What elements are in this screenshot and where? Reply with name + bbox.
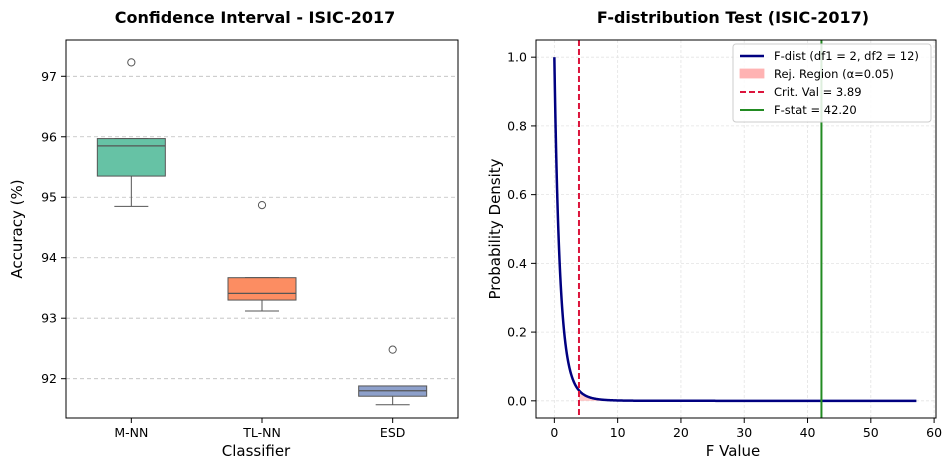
legend-label-critical: Crit. Val = 3.89 — [774, 85, 862, 99]
y-tick-label: 0.4 — [507, 256, 527, 271]
outlier-point — [127, 58, 136, 67]
x-tick-label: 0 — [550, 425, 558, 440]
f-chart-x-ticks: 0 10 20 30 40 50 60 — [550, 418, 942, 440]
box-m-nn — [96, 58, 166, 207]
x-tick-label: 60 — [926, 425, 942, 440]
box-chart-boxes — [96, 58, 428, 406]
y-tick-label: 93 — [41, 311, 57, 326]
f-chart-y-ticks: 0.0 0.2 0.4 0.6 0.8 1.0 — [507, 50, 536, 408]
legend-swatch-region — [739, 68, 765, 79]
rejection-region — [578, 390, 917, 401]
box-chart-frame — [65, 39, 459, 419]
y-tick-label: 92 — [41, 371, 57, 386]
legend-label-region: Rej. Region (α=0.05) — [774, 67, 894, 81]
x-tick-label: 20 — [673, 425, 689, 440]
box-chart-grid — [66, 75, 458, 380]
x-tick-label: 30 — [736, 425, 752, 440]
f-chart: F-distribution Test (ISIC-2017) 0.00.20.… — [486, 8, 942, 460]
x-tick-label: 10 — [610, 425, 626, 440]
y-tick-label: 0.0 — [507, 393, 527, 408]
y-tick-label: 0.2 — [507, 325, 527, 340]
f-chart-x-label: F Value — [706, 442, 761, 460]
f-chart-title: F-distribution Test (ISIC-2017) — [597, 8, 869, 27]
box-body — [227, 277, 297, 301]
x-tick-label: TL-NN — [242, 425, 281, 440]
y-tick-label: 0.6 — [507, 187, 527, 202]
f-density-curve — [553, 57, 917, 403]
x-tick-label: M-NN — [114, 425, 148, 440]
y-tick-label: 96 — [41, 129, 57, 144]
x-tick-label: ESD — [380, 425, 405, 440]
box-chart-title: Confidence Interval - ISIC-2017 — [115, 8, 396, 27]
box-chart-y-label: Accuracy (%) — [8, 179, 26, 278]
legend-box — [732, 43, 932, 123]
box-tl-nn — [227, 201, 297, 312]
box-chart-x-ticks: M-NN TL-NN ESD — [114, 418, 405, 440]
y-tick-label: 95 — [41, 190, 57, 205]
f-chart-frame — [535, 39, 937, 419]
box-body — [96, 138, 166, 177]
box-chart-x-label: Classifier — [222, 442, 291, 460]
y-tick-label: 0.8 — [507, 118, 527, 133]
outlier-point — [257, 201, 267, 210]
x-tick-label: 50 — [863, 425, 879, 440]
f-chart-legend: F-dist (df1 = 2, df2 = 12) Rej. Region (… — [732, 43, 932, 123]
legend-label-fstat: F-stat = 42.20 — [774, 103, 857, 117]
box-esd — [358, 345, 428, 406]
f-chart-y-label: Probability Density — [486, 158, 504, 299]
outlier-point — [388, 345, 397, 354]
y-tick-label: 97 — [41, 69, 57, 84]
box-chart-y-ticks: 92 93 94 95 96 97 — [41, 69, 66, 386]
x-tick-label: 40 — [800, 425, 816, 440]
y-tick-label: 1.0 — [507, 50, 527, 65]
legend-label-curve: F-dist (df1 = 2, df2 = 12) — [774, 49, 919, 63]
box-chart: Confidence Interval - ISIC-2017 92 93 94 95… — [8, 8, 459, 460]
y-tick-label: 94 — [41, 250, 57, 265]
